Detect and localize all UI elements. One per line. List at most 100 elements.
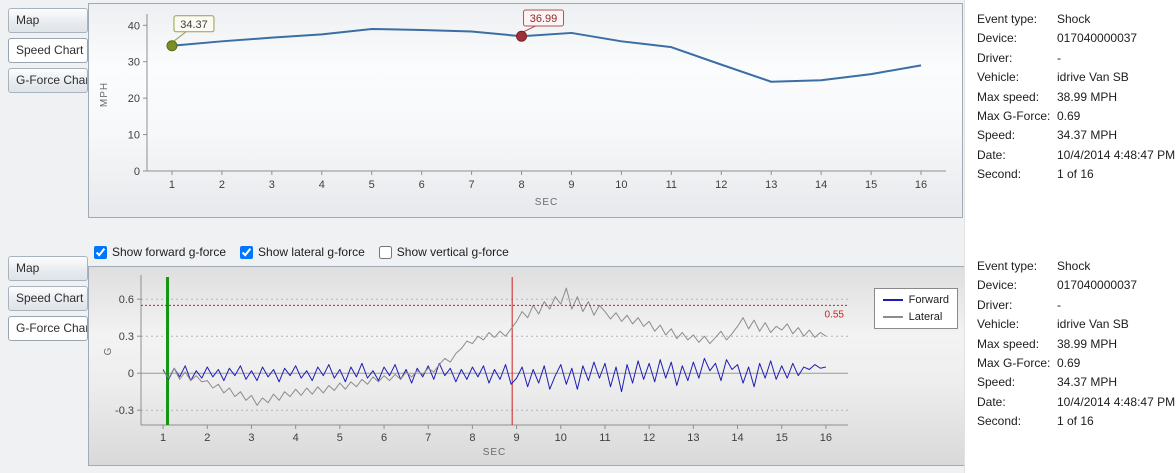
tab-speed-chart[interactable]: Speed Chart <box>8 38 88 63</box>
checkbox-label: Show forward g-force <box>112 245 227 259</box>
show-forward-checkbox[interactable] <box>94 245 107 259</box>
legend-label: Lateral <box>908 311 943 323</box>
x-axis-title: SEC <box>535 197 559 208</box>
info-value: idrive Van SB <box>1057 70 1129 85</box>
speed-chart-section: Map Speed Chart G-Force Chart 0 10 20 30 40 1… <box>8 0 1176 237</box>
legend-item-forward: Forward <box>882 294 949 306</box>
lateral-line-swatch <box>882 316 903 318</box>
x-tick-label: 3 <box>269 179 275 191</box>
show-lateral-checkbox[interactable] <box>240 245 254 259</box>
marker-label: 34.37 <box>180 19 208 31</box>
x-tick-label: 13 <box>687 432 699 444</box>
marker-label-box <box>523 9 565 27</box>
forward-line <box>162 357 827 393</box>
info-value: 0.69 <box>1057 356 1081 371</box>
x-tick-label: 9 <box>514 432 520 444</box>
tab-gforce-chart[interactable]: G-Force Chart <box>8 68 88 93</box>
info-row: Driver: - <box>977 49 1176 68</box>
speed-chart-panel: 0 10 20 30 40 1 2 3 4 5 6 7 8 9 10 11 12 13 14 15 16 MPH SEC 34… <box>88 3 963 218</box>
info-value: - <box>1057 297 1061 312</box>
x-tick-label: 7 <box>425 432 431 444</box>
x-tick-label: 15 <box>776 432 788 444</box>
x-tick-label: 1 <box>169 179 175 191</box>
info-row: Max G-Force: 0.69 <box>977 107 1176 126</box>
marker-label: 36.99 <box>530 13 558 25</box>
info-value: 38.99 MPH <box>1057 89 1118 104</box>
y-tick-label: 20 <box>128 93 140 105</box>
x-tick-label: 14 <box>731 432 743 444</box>
info-label: Max speed: <box>977 89 1040 104</box>
x-tick-label: 2 <box>219 179 225 191</box>
chart-legend: Forward Lateral <box>873 288 958 329</box>
tab-map[interactable]: Map <box>8 8 88 33</box>
gforce-chart[interactable]: -0.300.30.61 2 3 4 5 6 7 8 9 10 11 12 13 14 15 16GSEC0.… <box>89 267 964 465</box>
x-tick-label: 4 <box>293 432 299 444</box>
tab-speed-chart[interactable]: Speed Chart <box>8 286 88 311</box>
x-tick-label: 2 <box>204 432 210 444</box>
x-tick-label: 8 <box>518 179 524 191</box>
checkbox-show-forward[interactable]: Show forward g-force <box>94 245 226 259</box>
checkbox-label: Show vertical g-force <box>396 245 509 259</box>
y-tick-label: 30 <box>128 57 140 69</box>
y-tick-label: 0.6 <box>119 294 134 306</box>
show-vertical-checkbox[interactable] <box>378 245 392 259</box>
x-tick-label: 11 <box>599 432 610 444</box>
info-value: 34.37 MPH <box>1057 375 1118 390</box>
info-value: 0.69 <box>1057 109 1081 124</box>
info-value: Shock <box>1057 259 1091 273</box>
x-tick-label: 9 <box>568 179 574 191</box>
legend-label: Forward <box>908 294 949 306</box>
x-tick-label: 16 <box>820 432 832 444</box>
x-tick-label: 3 <box>248 432 254 444</box>
checkbox-show-lateral[interactable]: Show lateral g-force <box>240 245 365 259</box>
marker-dot <box>166 40 178 52</box>
info-label: Vehicle: <box>977 317 1020 332</box>
x-tick-label: 7 <box>469 179 475 191</box>
info-label: Second: <box>977 167 1022 182</box>
x-tick-label: 12 <box>643 432 655 444</box>
info-value: 017040000037 <box>1057 278 1138 293</box>
info-value: 1 of 16 <box>1057 414 1094 429</box>
info-label: Device: <box>977 278 1018 293</box>
info-label: Max speed: <box>977 336 1040 351</box>
x-tick-label: 12 <box>715 179 727 191</box>
info-row: Vehicle: idrive Van SB <box>977 315 1176 334</box>
y-axis-title: MPH <box>99 82 110 107</box>
info-label: Device: <box>977 31 1018 46</box>
x-tick-label: 10 <box>555 432 567 444</box>
x-axis-title: SEC <box>483 447 507 458</box>
info-label: Driver: <box>977 297 1013 312</box>
x-tick-label: 11 <box>666 179 677 191</box>
bottom-tab-strip: Map Speed Chart G-Force Chart <box>8 256 88 341</box>
info-label: Date: <box>977 394 1006 409</box>
event-info-panel: Event type: Shock Device: 017040000037 Dri… <box>964 0 1176 237</box>
y-tick-label: -0.3 <box>115 405 134 417</box>
info-value: 017040000037 <box>1057 31 1138 46</box>
info-value: - <box>1057 50 1061 65</box>
x-tick-label: 4 <box>319 179 325 191</box>
x-tick-label: 16 <box>915 179 927 191</box>
x-tick-label: 15 <box>865 179 877 191</box>
info-row: Speed: 34.37 MPH <box>977 373 1176 392</box>
info-label: Date: <box>977 147 1006 162</box>
tab-map[interactable]: Map <box>8 256 88 281</box>
info-row: Date: 10/4/2014 4:48:47 PM <box>977 393 1176 412</box>
info-label: Second: <box>977 414 1022 429</box>
checkbox-show-vertical[interactable]: Show vertical g-force <box>378 245 509 259</box>
top-tab-strip: Map Speed Chart G-Force Chart <box>8 8 88 93</box>
x-tick-label: 5 <box>337 432 343 444</box>
y-tick-label: 0.3 <box>119 331 134 343</box>
checkbox-label: Show lateral g-force <box>258 245 365 259</box>
x-tick-label: 14 <box>815 179 827 191</box>
marker-dot <box>516 30 528 42</box>
info-row: Second: 1 of 16 <box>977 412 1176 431</box>
marker-leader <box>522 25 536 33</box>
x-tick-label: 1 <box>160 432 166 444</box>
info-value: 38.99 MPH <box>1057 336 1118 351</box>
x-tick-label: 13 <box>765 179 777 191</box>
info-label: Max G-Force: <box>977 356 1051 371</box>
tab-gforce-chart[interactable]: G-Force Chart <box>8 316 88 341</box>
info-label: Vehicle: <box>977 70 1020 85</box>
info-value: 10/4/2014 4:48:47 PM <box>1057 147 1176 162</box>
